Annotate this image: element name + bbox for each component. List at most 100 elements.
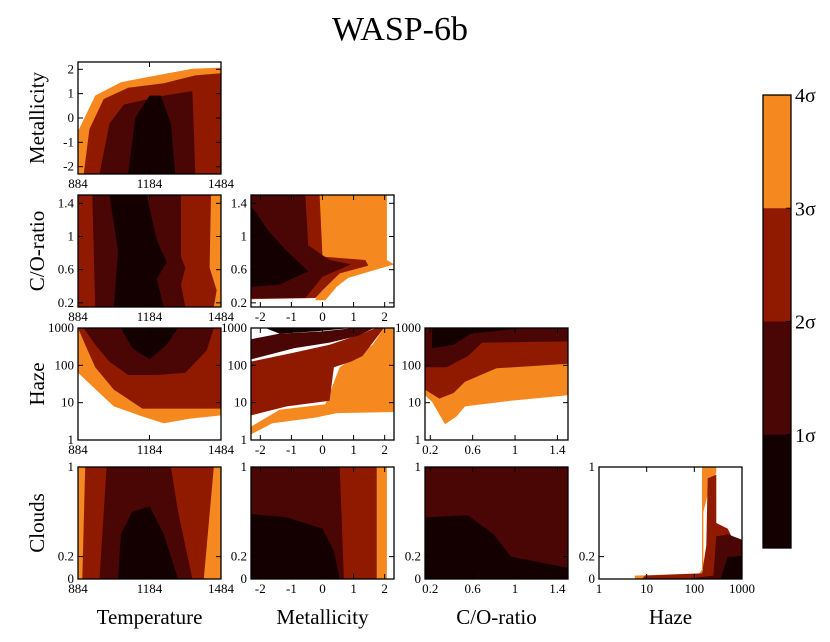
x-tick-label: 1484 <box>208 581 235 596</box>
panel-metallicity-vs-coratio: -2 -1 0 1 2 0.2 0.6 1 1.4 <box>231 194 395 324</box>
contour-1sigma <box>720 556 742 579</box>
y-tick-label: 1 <box>415 459 422 474</box>
x-tick-label: 884 <box>68 442 88 457</box>
y-tick-label: 1.4 <box>58 195 75 210</box>
y-tick-label: 1 <box>415 432 422 447</box>
panel-coratio-vs-clouds: 0.2 0.6 1 1.400.21 <box>405 459 569 596</box>
x-axis-label: C/O-ratio <box>456 605 536 629</box>
panel-haze-vs-clouds: 1 10 100 1000 0 0.2 1 <box>579 459 755 596</box>
x-tick-label: 1 <box>512 442 519 457</box>
contour-1sigma <box>251 206 309 287</box>
panel-coratio-vs-haze: 0.2 0.6 1 1.4 1 10 100 1000 <box>395 320 569 457</box>
y-tick-label: 1 <box>68 228 75 243</box>
x-axis-label: Haze <box>649 605 692 629</box>
panel-metallicity-vs-clouds: -2 -1 0 1 2 0 0.2 1 <box>231 459 395 596</box>
x-tick-label: 0.6 <box>465 581 482 596</box>
x-tick-label: 884 <box>68 309 88 324</box>
x-axis-label: Temperature <box>97 605 203 629</box>
y-tick-label: 0 <box>415 571 422 586</box>
x-tick-label: 884 <box>68 581 88 596</box>
x-tick-label: 1.4 <box>549 442 566 457</box>
x-tick-label: 1184 <box>137 581 163 596</box>
panel-frame <box>424 466 569 580</box>
x-tick-label: 1484 <box>208 176 235 191</box>
x-tick-label: 1184 <box>137 442 163 457</box>
y-tick-label: 0.2 <box>405 549 421 564</box>
y-axis-label: Metallicity <box>25 71 49 164</box>
x-tick-label: 1 <box>350 442 357 457</box>
y-tick-label: 1 <box>68 459 75 474</box>
colorbar-label: 1σ <box>795 425 816 447</box>
y-tick-label: 0 <box>68 571 75 586</box>
contour-3sigma <box>251 328 384 416</box>
y-tick-label: 1000 <box>221 320 247 335</box>
x-tick-label: 1 <box>596 581 603 596</box>
y-tick-label: 2 <box>68 61 75 76</box>
colorbar-segment-1sigma <box>763 434 791 549</box>
x-axis-label: Metallicity <box>276 605 369 629</box>
y-tick-label: 0.2 <box>231 549 247 564</box>
y-tick-label: 0.6 <box>231 262 248 277</box>
y-axis-label: Clouds <box>25 493 49 553</box>
y-axis-label: Haze <box>25 362 49 405</box>
x-tick-label: 2 <box>381 309 388 324</box>
y-tick-label: 100 <box>55 357 75 372</box>
contour-2sigma <box>251 328 374 360</box>
x-tick-label: -2 <box>255 442 266 457</box>
y-tick-label: -2 <box>63 159 74 174</box>
y-tick-label: 10 <box>61 395 74 410</box>
y-tick-label: 10 <box>408 395 421 410</box>
x-tick-label: 1 <box>512 581 519 596</box>
contour-1sigma <box>109 195 167 307</box>
y-tick-label: 100 <box>402 357 422 372</box>
y-tick-label: 0.2 <box>579 549 595 564</box>
x-tick-label: -2 <box>255 309 266 324</box>
panel-temperature-vs-metallicity: 884 1184 1484 -2 -1 0 1 2 <box>63 61 234 191</box>
x-tick-label: -1 <box>286 309 297 324</box>
x-tick-label: 100 <box>685 581 705 596</box>
contour-1sigma <box>128 95 176 174</box>
y-tick-label: 10 <box>234 395 247 410</box>
y-tick-label: 1.4 <box>231 195 248 210</box>
x-tick-label: 10 <box>640 581 653 596</box>
x-tick-label: 1184 <box>137 176 163 191</box>
y-tick-label: 0 <box>68 110 75 125</box>
x-tick-label: 1 <box>350 309 357 324</box>
y-tick-label: 1000 <box>395 320 421 335</box>
contour-1sigma <box>118 506 179 579</box>
x-tick-label: 0.6 <box>465 442 482 457</box>
colorbar-segment-4sigma <box>763 95 791 209</box>
panel-frame <box>424 327 569 441</box>
x-tick-label: -1 <box>286 581 297 596</box>
contour-1sigma <box>425 515 568 579</box>
x-tick-label: 0.2 <box>422 581 438 596</box>
x-tick-label: 2 <box>381 581 388 596</box>
y-axis-label: C/O-ratio <box>25 211 49 291</box>
y-tick-label: 1 <box>68 86 75 101</box>
x-tick-label: 0.2 <box>422 442 438 457</box>
contour-1sigma <box>432 328 526 349</box>
y-tick-label: -1 <box>63 134 74 149</box>
y-tick-label: 0.2 <box>58 549 74 564</box>
colorbar-label: 4σ <box>795 85 816 107</box>
y-tick-label: 0.2 <box>231 295 247 310</box>
x-tick-label: -1 <box>286 442 297 457</box>
panel-frame <box>598 466 743 580</box>
x-tick-label: 0 <box>319 309 326 324</box>
contour-1sigma <box>265 328 352 334</box>
y-tick-label: 0 <box>589 571 596 586</box>
x-tick-label: 0 <box>319 442 326 457</box>
x-tick-label: 1 <box>350 581 357 596</box>
x-tick-label: 2 <box>381 442 388 457</box>
panel-temperature-vs-coratio: 884 1184 1484 0.2 0.6 1 1.4 <box>58 194 235 324</box>
y-tick-label: 100 <box>228 357 248 372</box>
x-tick-label: 1184 <box>137 309 163 324</box>
contour-4sigma <box>376 467 387 579</box>
colorbar-label: 3σ <box>795 198 816 220</box>
y-tick-label: 1 <box>241 228 248 243</box>
y-tick-label: 0.6 <box>58 262 75 277</box>
panel-temperature-vs-haze: 884 1184 1484 1 10 100 1000 <box>48 320 235 457</box>
x-tick-label: -2 <box>255 581 266 596</box>
